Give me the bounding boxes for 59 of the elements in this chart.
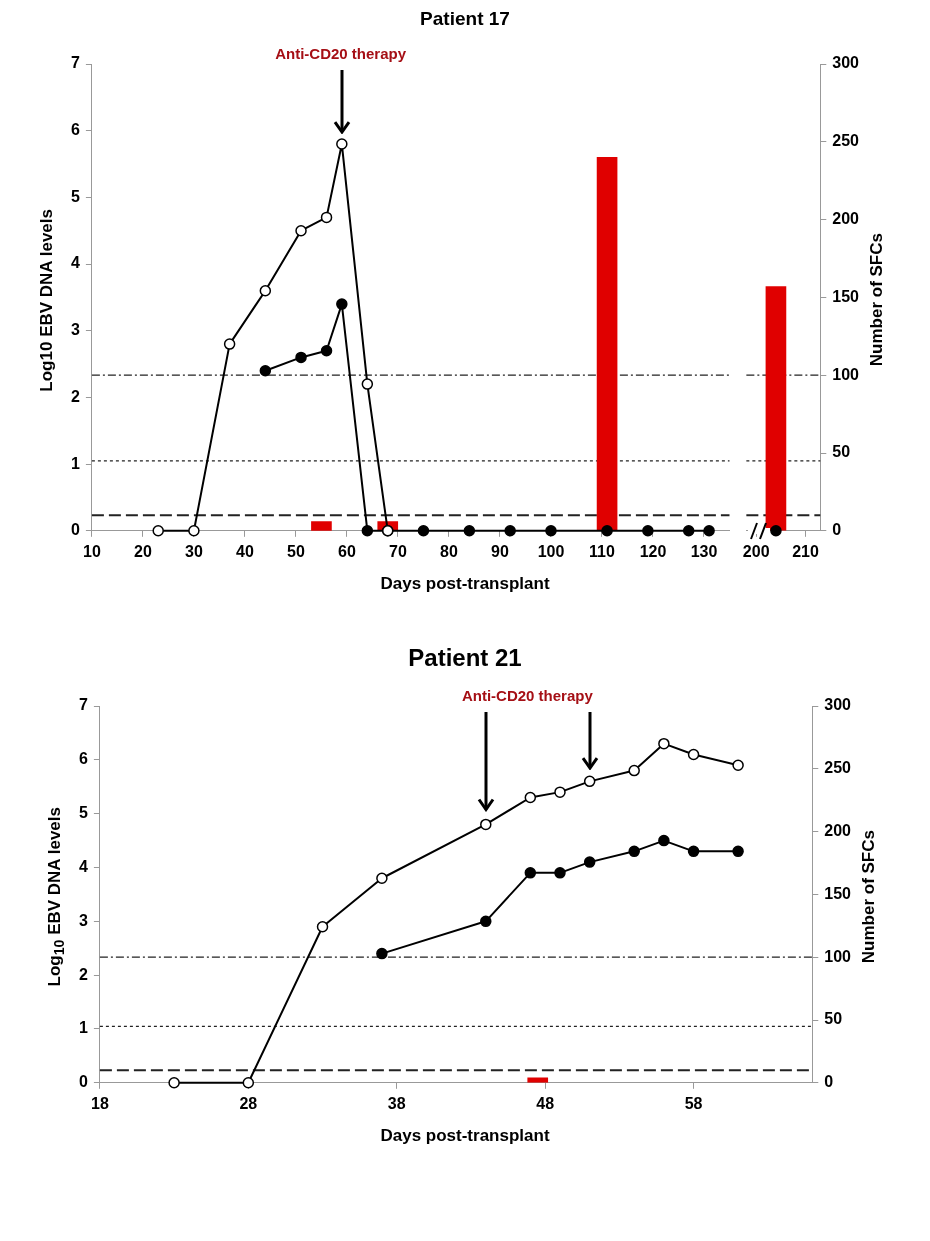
y-tick-label: 3 [70, 321, 80, 339]
x-tick-label: 30 [185, 542, 203, 560]
y-tick-label: 5 [78, 804, 88, 822]
x-tick-label: 120 [639, 542, 667, 560]
x-tick-label: 40 [236, 542, 254, 560]
y2-axis-title: Number of SFCs [859, 830, 879, 964]
x-tick-label: 130 [690, 542, 718, 560]
chart-title: Patient 17 [419, 8, 511, 30]
y2-tick-label: 0 [832, 521, 842, 539]
y2-tick-label: 100 [824, 947, 852, 965]
y-tick-label: 1 [78, 1019, 88, 1037]
y2-tick-label: 150 [824, 884, 852, 902]
y-tick-label: 7 [78, 696, 88, 714]
x-tick-label: 70 [389, 542, 407, 560]
x-axis-title: Days post-transplant [379, 1126, 551, 1146]
x-tick-label: 18 [91, 1094, 109, 1112]
y2-tick-label: 0 [824, 1073, 834, 1091]
x-tick-label: 20 [134, 542, 152, 560]
x-tick-label: 10 [83, 542, 101, 560]
y-tick-label: 6 [78, 750, 88, 768]
x-tick-label: 60 [338, 542, 356, 560]
y2-tick-label: 200 [832, 210, 860, 228]
y2-tick-label: 50 [824, 1010, 843, 1028]
x-tick-label: 28 [239, 1094, 258, 1112]
x-tick-label: 110 [589, 542, 615, 560]
y2-tick-label: 100 [832, 365, 860, 383]
chart-title: Patient 21 [407, 644, 523, 672]
x-tick-label: 48 [536, 1094, 555, 1112]
x-tick-label: 80 [440, 542, 458, 560]
y-tick-label: 5 [70, 187, 80, 205]
x-tick-label: 50 [287, 542, 305, 560]
y-tick-label: 6 [70, 121, 80, 139]
y2-tick-label: 200 [824, 822, 852, 840]
y-tick-label: 3 [78, 911, 88, 929]
y2-axis-title: Number of SFCs [867, 233, 887, 367]
y-axis-title: Log10 EBV DNA levels [37, 208, 57, 392]
y2-tick-label: 250 [832, 132, 860, 150]
y-tick-label: 4 [70, 254, 80, 272]
y2-tick-label: 300 [832, 54, 860, 72]
y-tick-label: 2 [78, 965, 88, 983]
y2-tick-label: 250 [824, 759, 852, 777]
y-tick-label: 1 [70, 454, 80, 472]
x-tick-label: 58 [684, 1094, 703, 1112]
x-tick-label: 38 [387, 1094, 406, 1112]
y-tick-label: 7 [70, 54, 80, 72]
x-tick-label: 210 [792, 542, 819, 560]
x-axis-title: Days post-transplant [379, 574, 551, 594]
text: Anti-CD20 therapy [275, 44, 407, 62]
y2-tick-label: 150 [832, 287, 860, 305]
x-tick-label: 200 [742, 542, 770, 560]
y-tick-label: 0 [78, 1073, 88, 1091]
text: Anti-CD20 therapy [461, 686, 594, 704]
x-tick-label: 90 [491, 542, 509, 560]
x-tick-label: 100 [537, 542, 565, 560]
y-tick-label: 0 [70, 521, 80, 539]
y-tick-label: 2 [70, 387, 80, 405]
y-tick-label: 4 [78, 857, 88, 875]
y2-tick-label: 300 [824, 696, 852, 714]
y2-tick-label: 50 [832, 443, 851, 461]
